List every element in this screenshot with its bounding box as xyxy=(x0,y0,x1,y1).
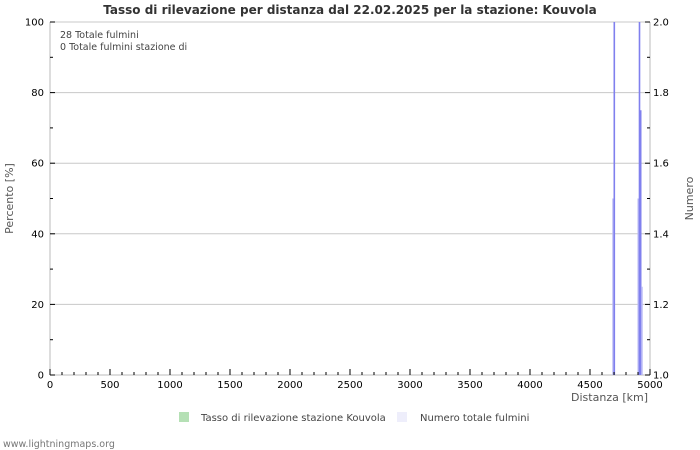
y-axis-title: Percento [%] xyxy=(3,163,16,234)
y-tick-label: 60 xyxy=(31,159,44,170)
footer-watermark: www.lightningmaps.org xyxy=(3,439,115,450)
legend-label-detection-rate: Tasso di rilevazione stazione Kouvola xyxy=(200,413,386,424)
data-bar xyxy=(613,22,616,375)
y2-tick-label: 1.4 xyxy=(653,229,669,240)
y-tick-label: 80 xyxy=(31,88,44,99)
y2-axis-title: Numero xyxy=(683,176,696,220)
x-axis-title: Distanza [km] xyxy=(571,391,648,404)
y-tick-label: 100 xyxy=(25,18,44,29)
data-bar xyxy=(641,286,643,375)
x-tick-label: 1000 xyxy=(157,380,182,391)
data-bar xyxy=(612,198,614,375)
x-tick-label: 0 xyxy=(47,380,53,391)
y-tick-label: 0 xyxy=(38,371,44,382)
x-tick-label: 2000 xyxy=(277,380,302,391)
y2-tick-label: 1.2 xyxy=(653,300,669,311)
x-tick-label: 4000 xyxy=(517,380,542,391)
y2-tick-label: 1.6 xyxy=(653,159,669,170)
x-tick-label: 2500 xyxy=(337,380,362,391)
data-bar xyxy=(637,198,640,375)
x-tick-label: 3500 xyxy=(457,380,482,391)
x-tick-label: 1500 xyxy=(217,380,242,391)
y2-tick-label: 1.0 xyxy=(653,371,669,382)
y2-tick-label: 2.0 xyxy=(653,18,669,29)
x-tick-label: 4500 xyxy=(577,380,602,391)
y-tick-label: 40 xyxy=(31,229,44,240)
legend-label-total-strikes: Numero totale fulmini xyxy=(420,413,529,424)
x-tick-label: 5000 xyxy=(637,380,662,391)
legend-swatch-total-strikes xyxy=(397,412,407,422)
y-tick-label: 20 xyxy=(31,300,44,311)
info-line: 28 Totale fulmini xyxy=(60,30,139,41)
legend-swatch-detection-rate xyxy=(179,412,189,422)
x-tick-label: 500 xyxy=(100,380,119,391)
data-bar xyxy=(638,22,641,375)
y2-tick-label: 1.8 xyxy=(653,88,669,99)
data-bar xyxy=(639,110,642,375)
info-line: 0 Totale fulmini stazione di xyxy=(60,42,187,53)
x-tick-label: 3000 xyxy=(397,380,422,391)
chart-title: Tasso di rilevazione per distanza dal 22… xyxy=(103,3,597,17)
